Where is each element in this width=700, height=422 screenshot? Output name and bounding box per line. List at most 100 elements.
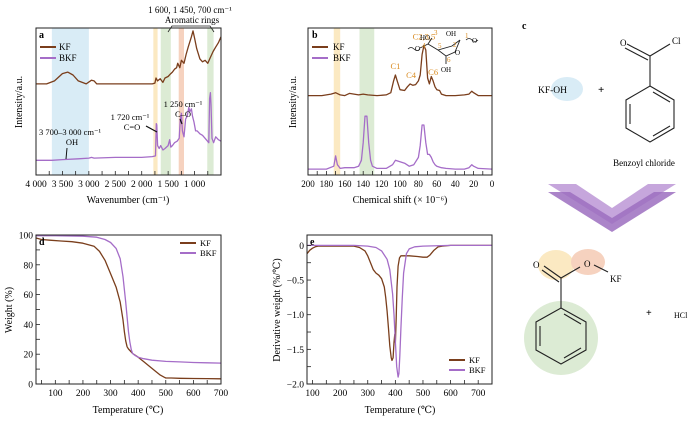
x-tick-label: 140 xyxy=(356,179,370,189)
x-tick-label: 1 000 xyxy=(184,180,206,190)
series-bkf-line xyxy=(308,115,493,170)
structure-num-6: 6 xyxy=(447,56,451,64)
benzoyl-chloride-structure xyxy=(624,43,675,143)
x-ticks xyxy=(307,171,493,175)
x-tick-label: 60 xyxy=(432,179,442,189)
legend-kf-label: KF xyxy=(469,355,480,365)
arrow-1250 xyxy=(179,118,183,125)
product-ester-oxygen: O xyxy=(584,259,591,269)
x-tick-label: 2 000 xyxy=(131,180,153,190)
annotation-1720: 1 720 cm⁻¹ xyxy=(111,112,150,122)
peak-label: C6 xyxy=(428,67,438,77)
benzoate-ester-structure xyxy=(535,264,609,365)
x-tick-label: 600 xyxy=(443,389,458,399)
x-tick-label: 400 xyxy=(388,389,403,399)
x-tick-label: 500 xyxy=(416,389,431,399)
aromatic-ring-highlight xyxy=(524,301,598,375)
carbonyl-oxygen: O xyxy=(620,38,627,48)
x-tick-label: 120 xyxy=(375,179,389,189)
panel-label: e xyxy=(310,237,315,248)
x-tick-label: 200 xyxy=(333,389,348,399)
panel-e-dtg: 100 200 300 400 500 600 700 0 −0.5 −1.0 −1.5 −2.0 e… xyxy=(272,234,493,416)
structure-label-ring-o: O xyxy=(455,49,460,57)
series-kf-line xyxy=(36,30,222,85)
structure-num-4: 4 xyxy=(422,42,426,50)
series-kf-line xyxy=(306,244,492,362)
annotation-oh-range: 3 700–3 000 cm⁻¹ xyxy=(39,127,101,137)
legend-bkf-label: BKF xyxy=(200,248,217,258)
y-tick-label: 0 xyxy=(28,381,33,391)
panel-d-tga: 100 200 300 400 500 600 700 0 20 40 60 80 100 d KF B… xyxy=(4,232,228,417)
peak-label: C4 xyxy=(406,70,417,80)
band-0 xyxy=(333,28,341,175)
plus-sign-2: + xyxy=(646,308,652,319)
x-tick-label: 180 xyxy=(320,179,334,189)
y-tick-label: 0 xyxy=(299,242,304,252)
x-axis-title: Temperature (℃) xyxy=(93,405,164,416)
axis-ticks xyxy=(307,244,493,385)
y-tick-label: 100 xyxy=(19,232,34,242)
structure-num-5: 5 xyxy=(438,42,442,50)
panel-a-ftir: 4 000 3 500 3 000 2 500 2 000 1 500 1 000 a KF… xyxy=(14,5,232,206)
arrow-oh xyxy=(65,147,68,160)
x-tick-label: 700 xyxy=(214,389,229,399)
y-tick-label: 40 xyxy=(24,321,34,331)
y-axis-title: Intensity/a.u. xyxy=(14,76,25,128)
structure-label-oh-bottom: OH xyxy=(441,66,451,74)
product-kf-group: KF xyxy=(610,274,622,284)
legend-kf-label: KF xyxy=(59,42,71,52)
carbonyl-highlight xyxy=(538,250,574,280)
x-tick-label: 20 xyxy=(469,179,479,189)
panel-b-nmr: 200 180 160 140 120 100 80 60 40 20 0 b KF BKF Che… xyxy=(288,27,495,206)
x-tick-labels: 200 180 160 140 120 100 80 60 40 20 0 xyxy=(301,179,495,189)
legend-bkf-label: BKF xyxy=(59,53,77,63)
y-tick-label: −0.5 xyxy=(287,277,304,287)
legend-kf-label: KF xyxy=(333,42,345,52)
product-carbonyl-oxygen: O xyxy=(533,260,540,270)
reaction-arrow-icon xyxy=(548,184,676,232)
x-tick-label: 1 500 xyxy=(157,180,179,190)
series-group xyxy=(308,44,493,170)
band-1 xyxy=(153,28,158,175)
panel-label: c xyxy=(522,21,527,32)
hydroxyl-highlight xyxy=(551,77,583,101)
x-tick-label: 100 xyxy=(393,179,407,189)
plot-frame xyxy=(306,234,493,385)
structure-o-right: O xyxy=(472,37,477,45)
y-tick-label: −2.0 xyxy=(287,381,304,391)
y-tick-label: 60 xyxy=(24,291,34,301)
x-tick-label: 100 xyxy=(48,389,63,399)
series-kf-line xyxy=(35,237,222,380)
y-tick-label: 20 xyxy=(24,351,34,361)
y-tick-label: −1.0 xyxy=(287,311,304,321)
x-tick-label: 700 xyxy=(471,389,486,399)
series-group xyxy=(36,30,222,161)
x-axis-title: Chemical shift (× 10⁻⁶) xyxy=(353,195,448,206)
peak-labels: C1 C4 C2,3,5 C6 xyxy=(390,32,438,80)
structure-o-left: O xyxy=(415,45,420,53)
legend-bkf-label: BKF xyxy=(333,53,351,63)
band-0 xyxy=(51,28,89,175)
annotation-oh: OH xyxy=(66,137,78,147)
x-tick-label: 0 xyxy=(490,179,495,189)
x-tick-label: 100 xyxy=(305,389,320,399)
x-tick-label: 4 000 xyxy=(25,180,47,190)
x-tick-label: 300 xyxy=(361,389,376,399)
x-tick-label: 200 xyxy=(76,389,91,399)
x-tick-label: 300 xyxy=(103,389,118,399)
plus-sign-1: + xyxy=(598,84,604,96)
x-tick-label: 400 xyxy=(131,389,146,399)
annotation-aromatic-wavenumbers: 1 600, 1 450, 700 cm⁻¹ xyxy=(148,5,232,15)
x-tick-label: 2 500 xyxy=(105,180,127,190)
panel-label: b xyxy=(312,30,318,41)
annotation-co-single: C–O xyxy=(175,109,191,119)
x-tick-labels: 4 000 3 500 3 000 2 500 2 000 1 500 1 000 xyxy=(25,180,205,190)
benzoyl-chloride-label: Benzoyl chloride xyxy=(613,158,675,168)
band-3 xyxy=(178,28,184,175)
x-tick-label: 160 xyxy=(338,179,352,189)
structure-num-2: 2 xyxy=(453,41,457,49)
y-tick-label: 80 xyxy=(24,261,34,271)
series-group xyxy=(306,244,492,378)
x-tick-label: 40 xyxy=(451,179,461,189)
